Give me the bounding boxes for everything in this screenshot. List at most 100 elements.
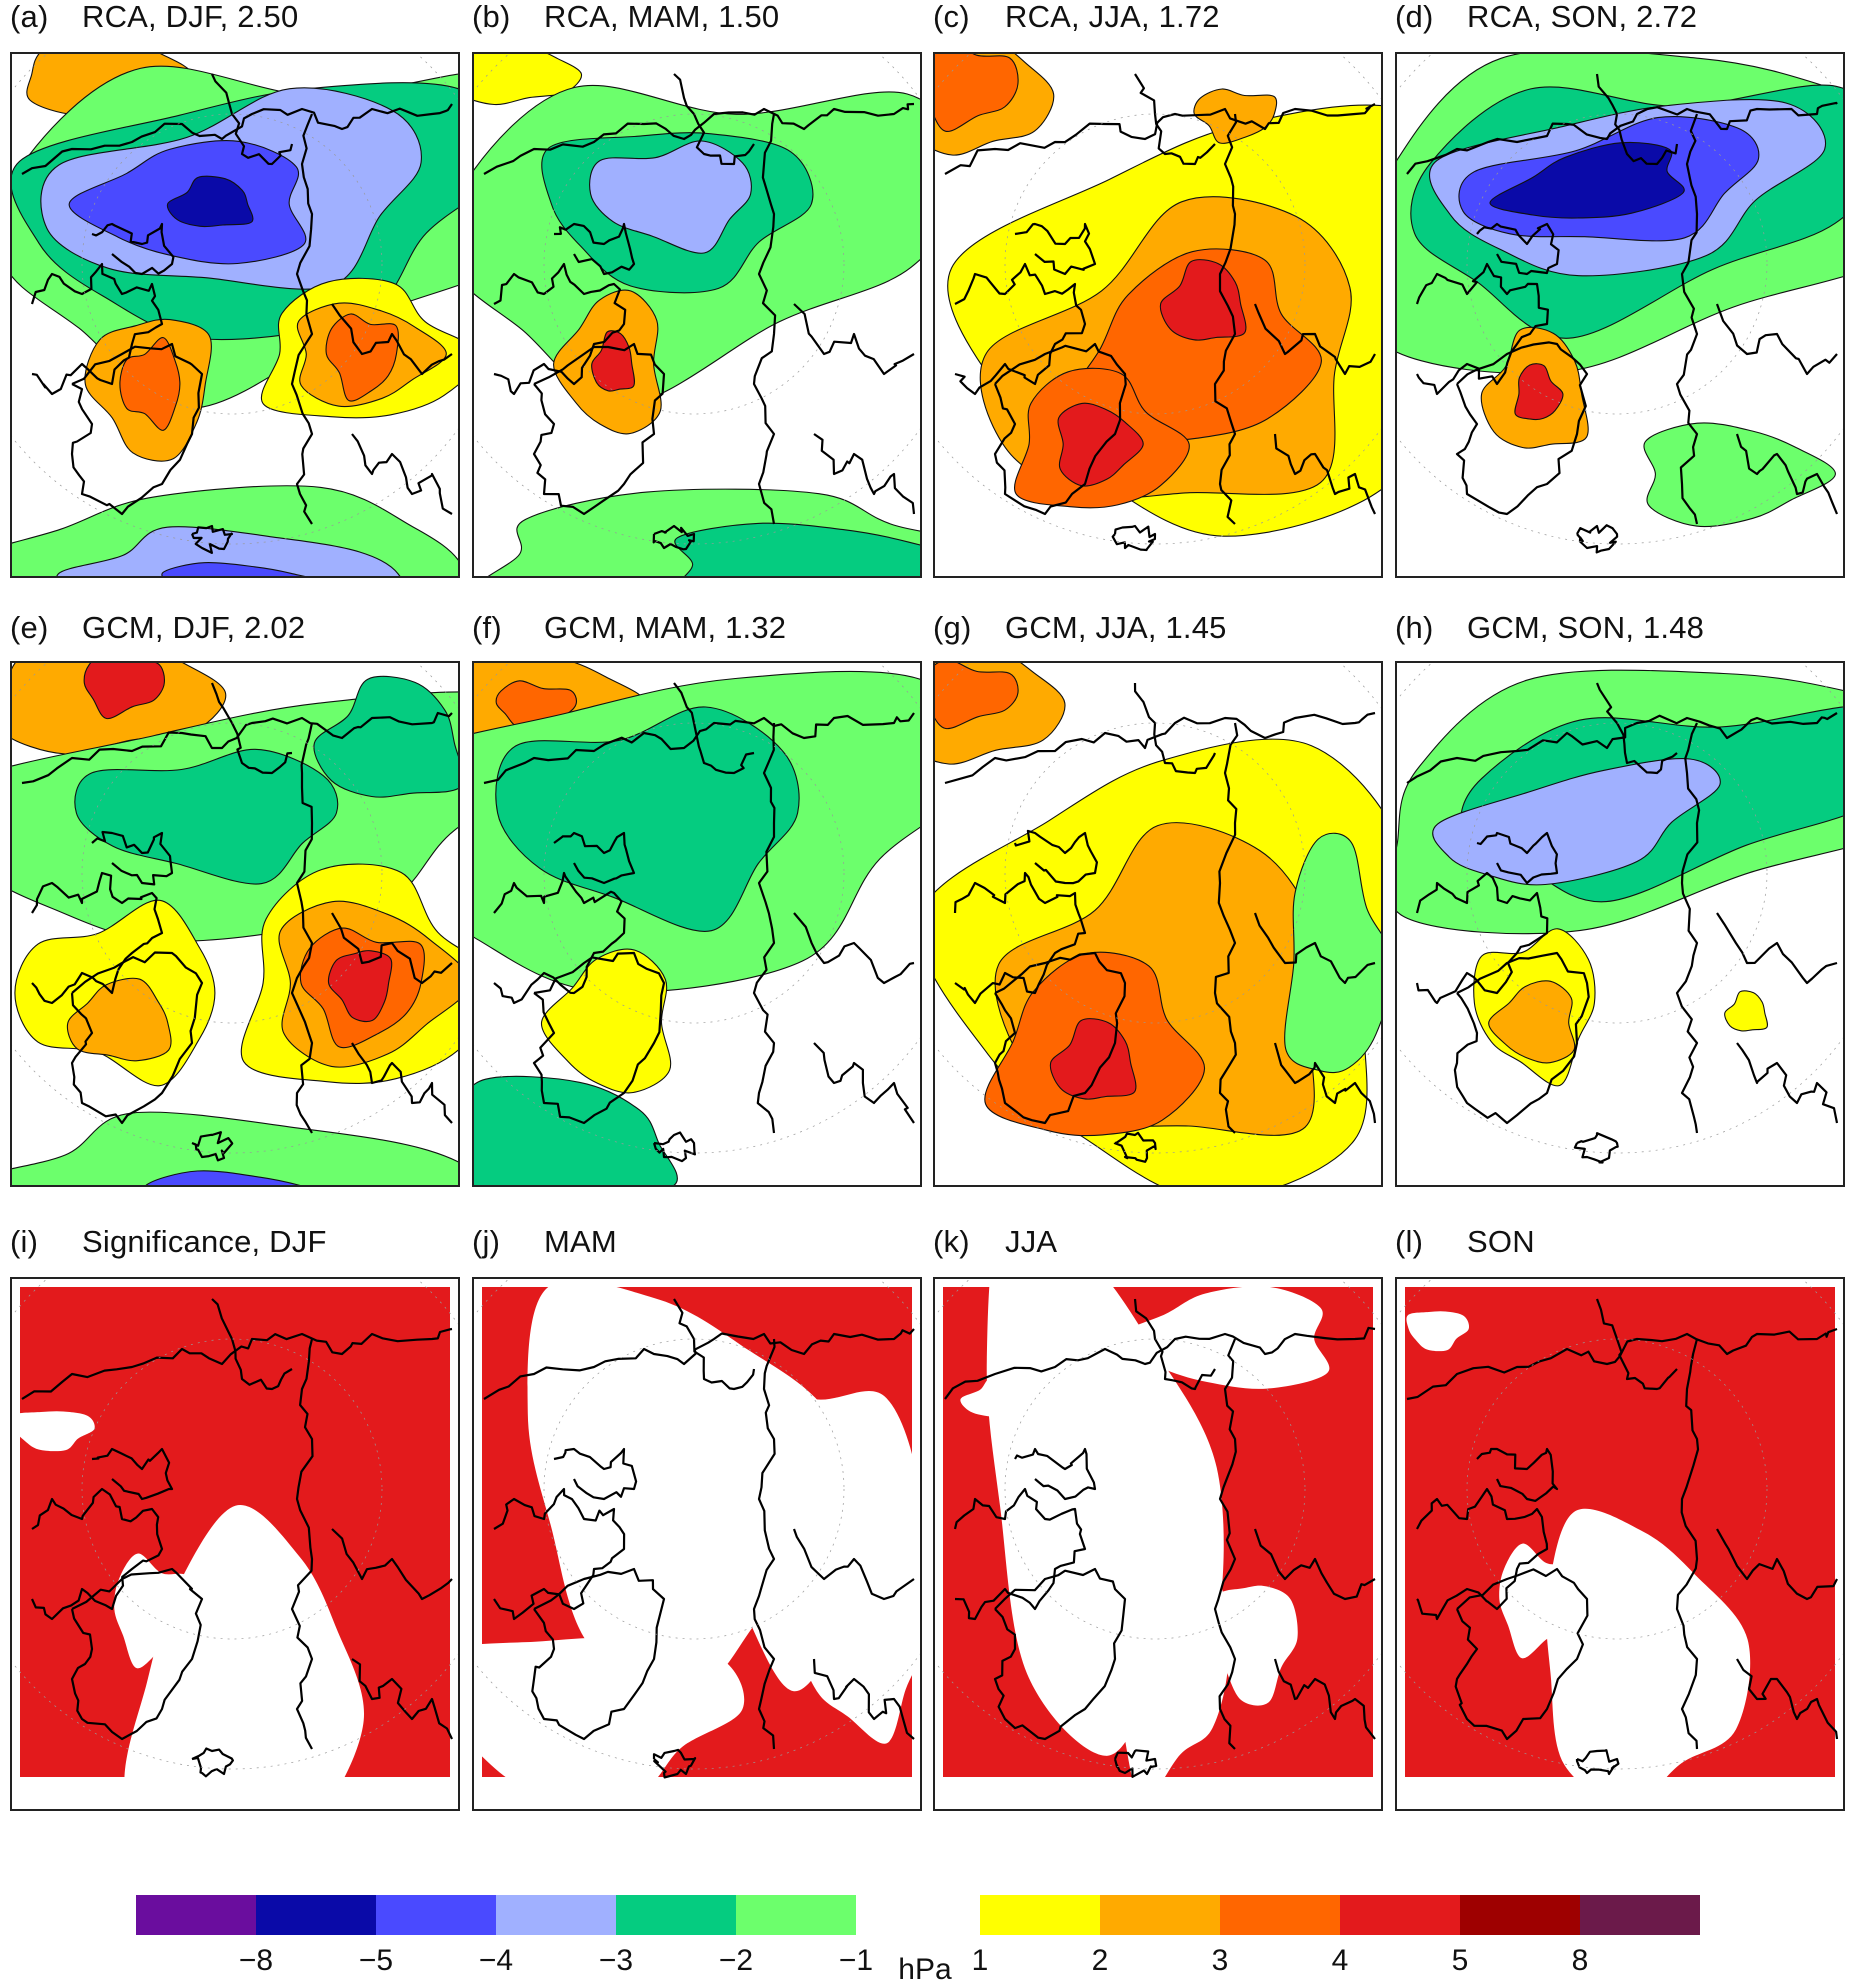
panel-label: (c) (933, 0, 970, 34)
contour-y4 (327, 950, 393, 1023)
latitude-circle (543, 722, 845, 1024)
non-significant-area (855, 1475, 920, 1599)
colorbar-swatch-neg (256, 1895, 376, 1935)
map-panel-l (1395, 1277, 1845, 1811)
non-significant-area (1406, 1311, 1470, 1352)
map-svg (12, 1279, 458, 1809)
panel-title-text: JJA (1005, 1224, 1058, 1259)
map-panel-c (933, 52, 1383, 578)
non-significant-area (960, 1376, 1046, 1418)
contour-b5 (166, 175, 254, 228)
coastline (1406, 101, 1838, 175)
coastline (70, 342, 204, 516)
coastline (21, 711, 453, 785)
panel-label: (k) (933, 1224, 970, 1259)
panel-title-text: GCM, DJF, 2.02 (82, 610, 306, 645)
coastline (1716, 912, 1838, 985)
coastline (1134, 73, 1216, 166)
coastline (1416, 1487, 1549, 1621)
contour-y3 (325, 313, 399, 402)
coastline (331, 1528, 453, 1601)
coastline (1595, 73, 1679, 166)
map-svg (12, 663, 458, 1185)
map-svg (474, 1279, 920, 1798)
colorbar-tick-label: 8 (1571, 1944, 1589, 1977)
panel-label: (b) (472, 0, 511, 34)
coastline (1455, 341, 1589, 516)
coastline (1273, 1658, 1376, 1740)
contour-y3 (119, 337, 181, 431)
coastline (1415, 871, 1549, 1005)
latitude-circle (1466, 1338, 1768, 1640)
coastline (793, 303, 915, 376)
map-svg (474, 54, 920, 576)
coastline (1476, 831, 1559, 885)
panel-title-text: GCM, MAM, 1.32 (544, 610, 787, 645)
panel-title-f: (f) GCM, MAM, 1.32 (472, 611, 786, 645)
panel-label: (g) (933, 610, 972, 645)
coastline (1735, 433, 1839, 515)
map-svg (1397, 1279, 1843, 1806)
map-panel-b (472, 52, 922, 578)
latitude-circle (1466, 722, 1768, 1024)
contour-y3 (935, 663, 1019, 730)
contour-g2 (495, 706, 800, 932)
panel-title-d: (d) RCA, SON, 2.72 (1395, 0, 1697, 34)
map-svg (1397, 54, 1843, 554)
contour-b3 (56, 526, 401, 576)
coastline (31, 871, 164, 1005)
coastline (1133, 682, 1217, 775)
panel-label: (f) (472, 610, 502, 645)
coastline (1213, 722, 1239, 1134)
colorbar-tick-label: −5 (358, 1944, 394, 1977)
colorbar-tick-label: −2 (718, 1944, 754, 1977)
coastline (1716, 1528, 1838, 1601)
coastline (191, 1747, 234, 1778)
colorbar-swatch-neg (736, 1895, 856, 1935)
coastline (351, 433, 453, 515)
coastline (1113, 1131, 1157, 1163)
colorbar-tick-label: 1 (971, 1944, 989, 1977)
coastline (331, 912, 453, 985)
coastline (752, 722, 776, 1134)
colorbar-swatch-neg (616, 1895, 736, 1935)
coastline (210, 682, 293, 775)
panel-title-text: RCA, MAM, 1.50 (544, 0, 780, 34)
coastline (993, 342, 1127, 516)
colorbar-tick-label: −3 (598, 1944, 634, 1977)
map-svg (935, 54, 1381, 552)
coastline (1476, 222, 1560, 276)
latitude-circle (1004, 722, 1306, 1024)
map-panel-j (472, 1277, 922, 1811)
coastline (1675, 722, 1701, 1134)
panel-title-j: (j) MAM (472, 1225, 617, 1259)
coastline (1476, 1447, 1559, 1502)
coastline (493, 1487, 626, 1621)
coastline (752, 1338, 776, 1750)
non-significant-area (1108, 1525, 1229, 1802)
contour-y4 (591, 330, 636, 392)
coastline (1595, 1298, 1678, 1391)
colorbar-swatch-pos (1580, 1895, 1700, 1935)
contour-y4 (1514, 363, 1564, 421)
coastline (211, 73, 294, 166)
coastline (1013, 829, 1098, 885)
coastline (1595, 682, 1678, 775)
contour-y2 (1488, 980, 1576, 1064)
coastline (953, 871, 1087, 1005)
coastline (91, 830, 174, 886)
colorbar-tick-label: 3 (1211, 1944, 1229, 1977)
coastline (1576, 524, 1619, 554)
non-significant-area (114, 1553, 195, 1669)
coastline (91, 1447, 174, 1501)
non-significant-area (1214, 1585, 1298, 1706)
coastline (1014, 222, 1097, 276)
latitude-circle (81, 113, 383, 415)
coastline (652, 1748, 697, 1779)
coastline (813, 1042, 915, 1124)
coastline (70, 951, 204, 1125)
coastline (652, 524, 696, 551)
panel-label: (e) (10, 610, 49, 645)
coastline (953, 1487, 1087, 1621)
map-panel-d (1395, 52, 1845, 578)
